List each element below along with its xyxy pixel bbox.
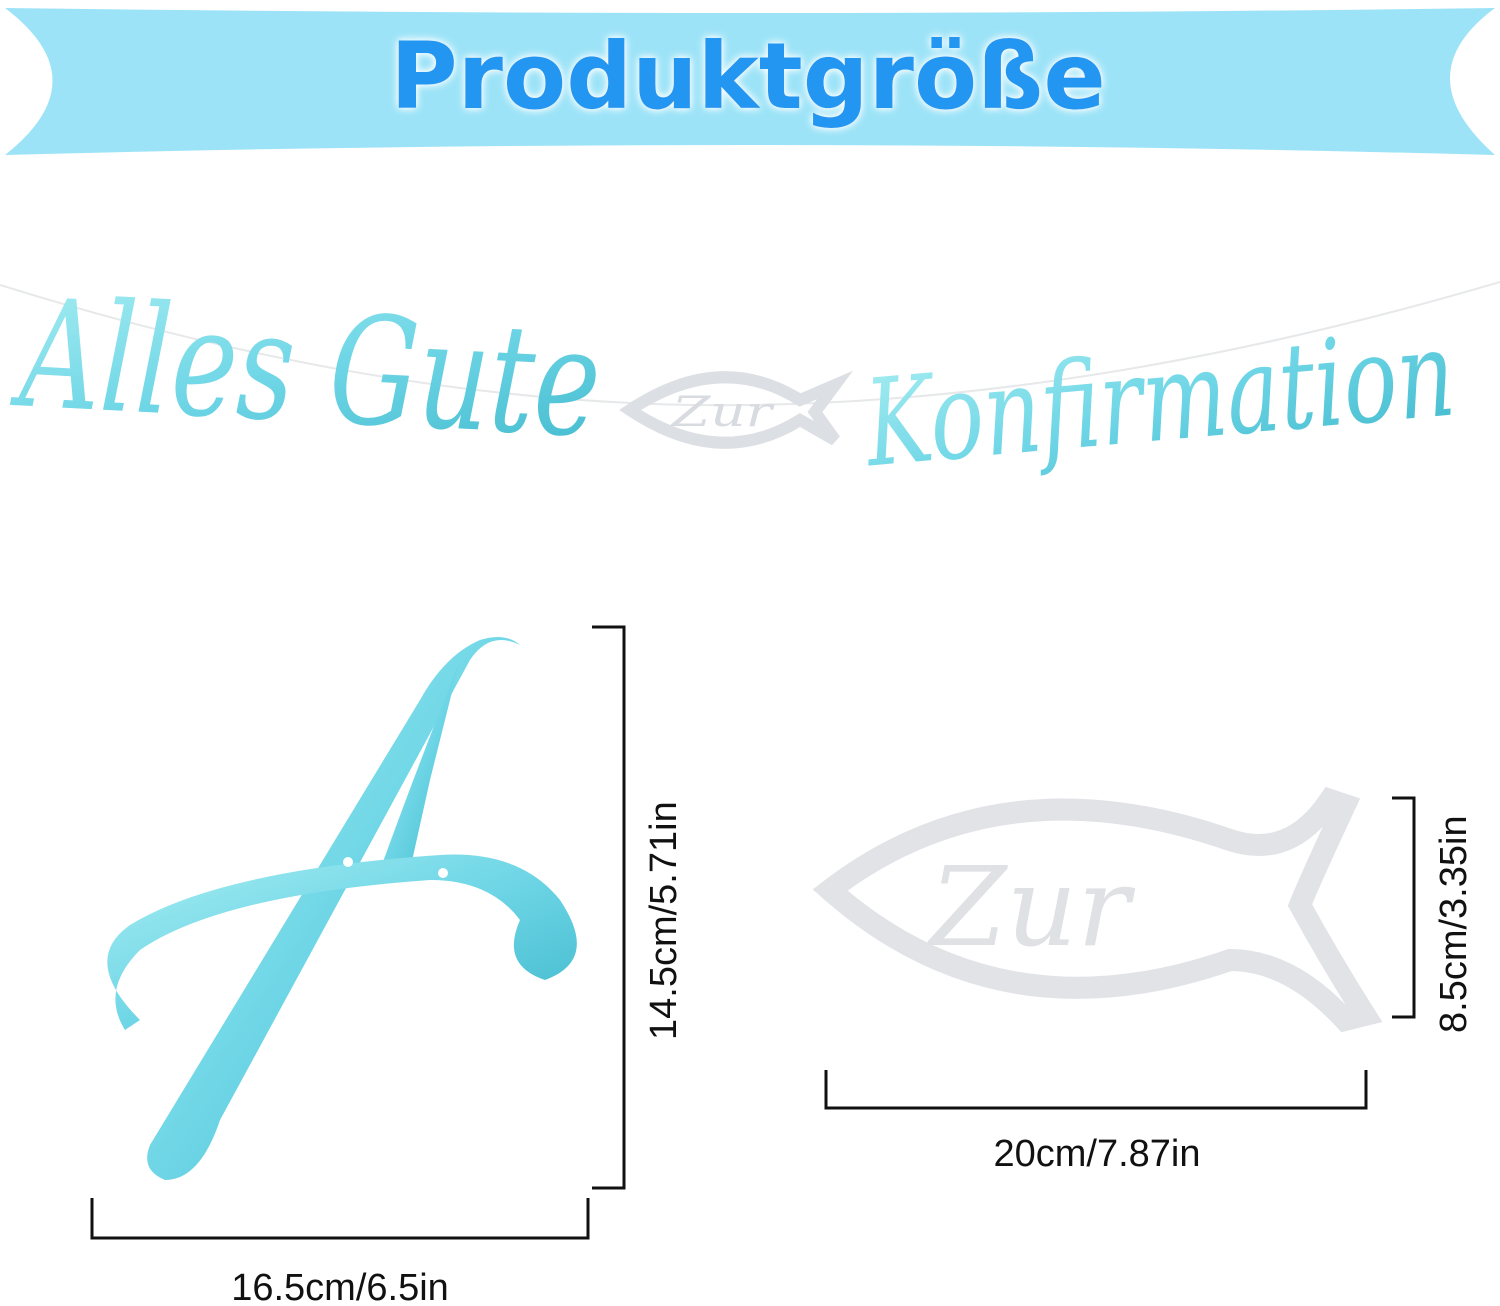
fish-sample: Zur: [812, 786, 1383, 1033]
fish-width-dimension: 20cm/7.87in: [824, 1070, 1368, 1175]
banner-ribbon: [5, 8, 1495, 155]
letter-width-label: 16.5cm/6.5in: [231, 1267, 449, 1306]
garland: Alles Gute Zur Konfirmation: [0, 267, 1500, 495]
garland-fish: Zur: [619, 370, 854, 449]
fish-width-label: 20cm/7.87in: [993, 1133, 1200, 1175]
title-banner: Produktgröße: [5, 8, 1495, 155]
fish-height-dimension: 8.5cm/3.35in: [1392, 796, 1475, 1033]
garland-word-alles-gute: Alles Gute: [8, 267, 605, 472]
fish-height-label: 8.5cm/3.35in: [1433, 815, 1475, 1033]
letter-height-label: 14.5cm/5.71in: [643, 801, 685, 1040]
garland-word-konfirmation: Konfirmation: [859, 305, 1460, 495]
letter-a-sample: [107, 636, 577, 1180]
fish-text: Zur: [927, 843, 1136, 971]
banner-title: Produktgröße: [390, 23, 1106, 130]
letter-width-dimension: 16.5cm/6.5in: [90, 1198, 590, 1306]
garland-string: [0, 281, 1500, 407]
garland-fish-text: Zur: [669, 387, 775, 436]
letter-height-dimension: 14.5cm/5.71in: [592, 625, 685, 1190]
